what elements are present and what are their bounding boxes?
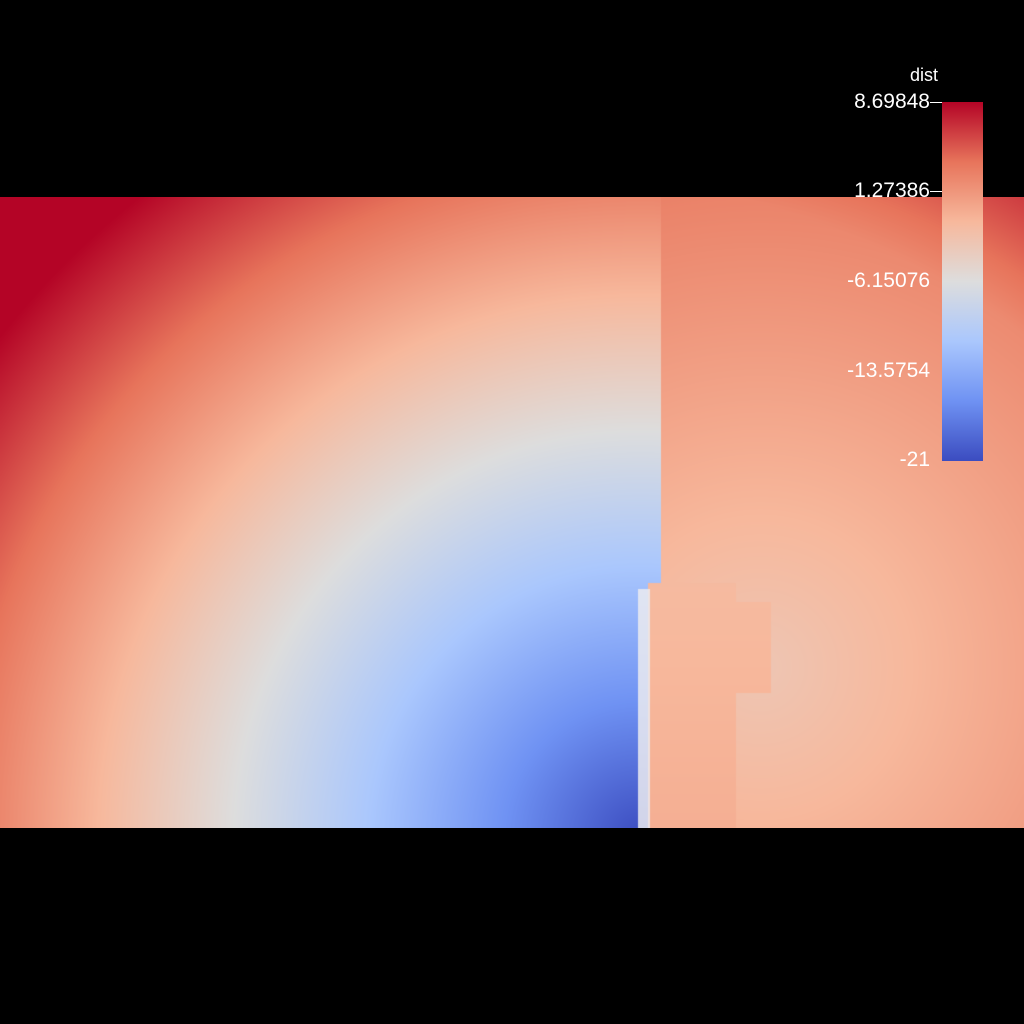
legend-tick-label-min: -21: [899, 448, 930, 471]
legend-tick-label: -6.15076: [847, 269, 930, 292]
legend-title: dist: [909, 65, 938, 85]
legend-tick-mark: [930, 102, 942, 103]
legend-tick-label-max: 8.69848: [854, 90, 930, 113]
legend-tick-label: -13.5754: [847, 359, 930, 382]
distance-field-plot[interactable]: [0, 197, 1024, 828]
legend-tick-mark: [930, 191, 942, 192]
legend-tick-label: 1.27386: [854, 179, 930, 202]
legend-color-bar: [942, 102, 983, 461]
